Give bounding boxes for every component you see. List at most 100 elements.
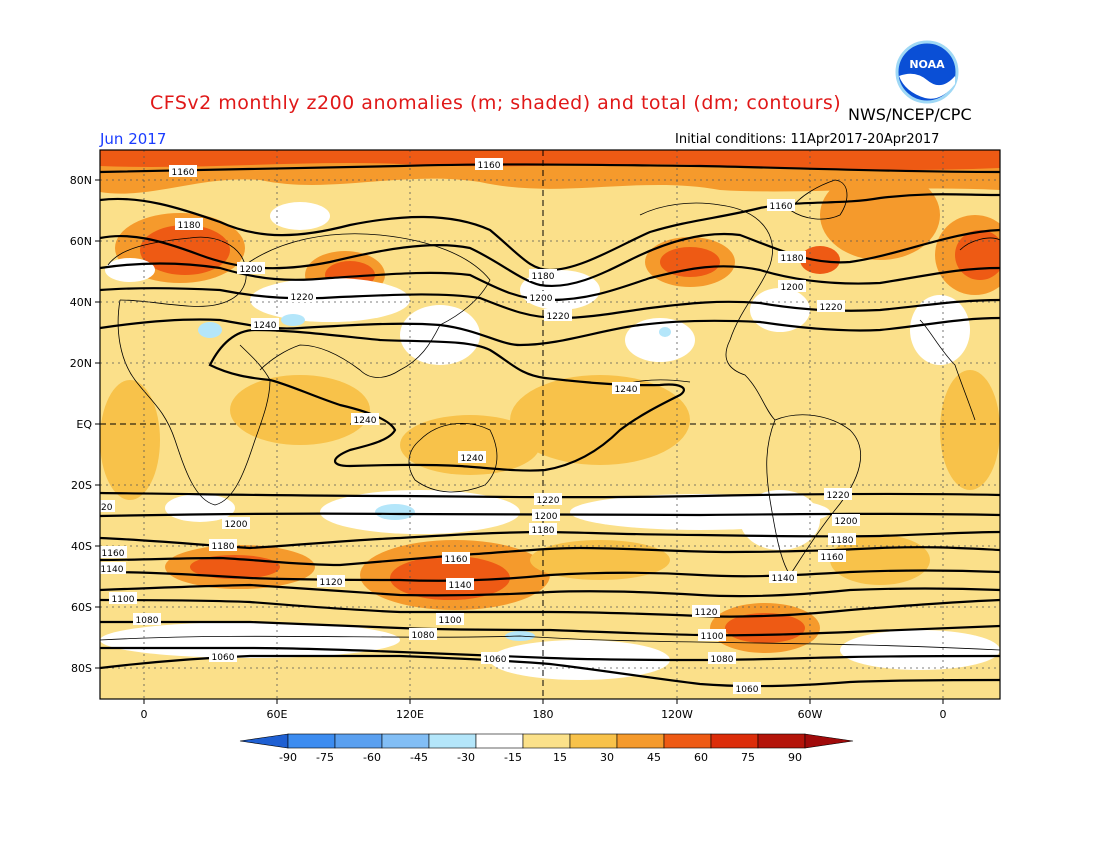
- colorbar-tick-label: 60: [694, 751, 708, 764]
- contour-label-box: [169, 165, 197, 177]
- colorbar: -90 -75 -60 -45 -30 -15 15 30 45 60 75 90: [239, 733, 854, 764]
- logo-text: NOAA: [909, 58, 945, 71]
- neutral-regions: [100, 202, 1000, 680]
- contour-label: 1200: [832, 514, 860, 527]
- contour-label: 1200: [532, 509, 560, 522]
- contour-label: 1220: [90, 500, 115, 513]
- colorbar-swatch: [475, 733, 524, 749]
- contour-label-box: [828, 533, 856, 545]
- contour-label-box: [818, 550, 846, 562]
- contour-label-box: [100, 546, 127, 558]
- contour-label-box: [175, 218, 203, 230]
- contour-label-text: 1200: [240, 265, 263, 275]
- contour-label-text: 1120: [695, 608, 718, 618]
- lat-tick-label: 40N: [70, 296, 92, 309]
- contour-label-box: [446, 578, 474, 590]
- contour-label: 1120: [317, 575, 345, 588]
- contour-label-text: 1180: [831, 536, 854, 546]
- contour-label-box: [692, 605, 720, 617]
- contour-label-text: 1120: [320, 578, 343, 588]
- colorbar-over-arrow: [804, 733, 854, 749]
- contour-label: 1220: [544, 309, 572, 322]
- contour-label-box: [832, 514, 860, 526]
- contour-label-text: 1180: [532, 526, 555, 536]
- forecast-month: Jun 2017: [100, 130, 167, 148]
- contour-label-text: 1220: [827, 491, 850, 501]
- contour-label: 1220: [534, 493, 562, 506]
- noaa-logo-icon: NOAA: [895, 40, 959, 104]
- contour-label-text: 1240: [254, 321, 277, 331]
- contour-label: 1180: [529, 523, 557, 536]
- latitude-labels: 80N 60N 40N 20N EQ 20S 40S 60S 80S: [70, 174, 100, 675]
- colorbar-swatch: [569, 733, 618, 749]
- contour-label: 1120: [692, 605, 720, 618]
- colorbar-tick-label: 45: [647, 751, 661, 764]
- contour-label-text: 1240: [461, 454, 484, 464]
- contour-labels: 1160 1160 1160 1180 1180 1180 1200 1200 1200 1220…: [90, 158, 860, 695]
- contour-label-text: 1140: [101, 565, 124, 575]
- contour-label-text: 1240: [615, 385, 638, 395]
- contour-label-text: 1080: [711, 655, 734, 665]
- colorbar-tick-label: 15: [553, 751, 567, 764]
- contour-label-text: 1140: [449, 581, 472, 591]
- contour-label-box: [698, 629, 726, 641]
- contour-label: 1200: [778, 280, 806, 293]
- contour-label-box: [544, 309, 572, 321]
- contour-label: 1180: [529, 269, 557, 282]
- colorbar-tick-label: 30: [600, 751, 614, 764]
- contour-label-box: [612, 382, 640, 394]
- contour-label-text: 1160: [821, 553, 844, 563]
- contour-label-text: 1140: [772, 574, 795, 584]
- lon-tick-label: 0: [141, 708, 148, 721]
- contour-label-box: [534, 493, 562, 505]
- contour-label: 1220: [288, 290, 316, 303]
- contour-label: 1140: [100, 562, 126, 575]
- contour-label-box: [109, 592, 137, 604]
- contour-label: 1200: [527, 291, 555, 304]
- contour-label-text: 1080: [136, 616, 159, 626]
- contour-label-box: [100, 562, 126, 574]
- contour-label: 1100: [109, 592, 137, 605]
- contour-label: 1160: [767, 199, 795, 212]
- contour-label-box: [100, 500, 115, 512]
- contour-label: 1240: [612, 382, 640, 395]
- contour-label: 1220: [817, 300, 845, 313]
- contour-label-text: 1100: [439, 616, 462, 626]
- contour-label-text: 1180: [178, 221, 201, 231]
- contour-label-text: 1200: [535, 512, 558, 522]
- contour-label-box: [824, 488, 852, 500]
- colorbar-tick-label: 75: [741, 751, 755, 764]
- contour-label-box: [778, 280, 806, 292]
- lat-tick-label: 20S: [71, 479, 92, 492]
- contour-label-box: [708, 652, 736, 664]
- contour-label: 1200: [237, 262, 265, 275]
- contour-label-box: [532, 509, 560, 521]
- colorbar-swatch: [663, 733, 712, 749]
- contour-label: 1180: [175, 218, 203, 231]
- contour-label: 1200: [222, 517, 250, 530]
- contour-label-box: [209, 539, 237, 551]
- contour-label-text: 1240: [354, 416, 377, 426]
- colorbar-swatch: [522, 733, 571, 749]
- contour-label-box: [769, 571, 797, 583]
- contour-label-text: 1200: [530, 294, 553, 304]
- contour-label-box: [288, 290, 316, 302]
- contour-label-text: 1180: [781, 254, 804, 264]
- colorbar-under-arrow: [239, 733, 289, 749]
- contour-label: 1180: [828, 533, 856, 546]
- contour-label-box: [817, 300, 845, 312]
- contour-label: 1100: [698, 629, 726, 642]
- longitude-labels: 0 60E 120E 180 120W 60W 0: [141, 699, 947, 721]
- contour-label-text: 1060: [212, 653, 235, 663]
- contour-label-text: 1160: [478, 161, 501, 171]
- contour-label-box: [733, 682, 761, 694]
- contour-label: 1240: [351, 413, 379, 426]
- page-title: CFSv2 monthly z200 anomalies (m; shaded)…: [150, 92, 842, 114]
- contour-label: 1060: [209, 650, 237, 663]
- contour-label-box: [222, 517, 250, 529]
- contour-label-text: 1220: [90, 503, 113, 513]
- contour-label-box: [529, 523, 557, 535]
- colorbar-swatch: [616, 733, 665, 749]
- contour-label-text: 1180: [532, 272, 555, 282]
- contour-label-box: [527, 291, 555, 303]
